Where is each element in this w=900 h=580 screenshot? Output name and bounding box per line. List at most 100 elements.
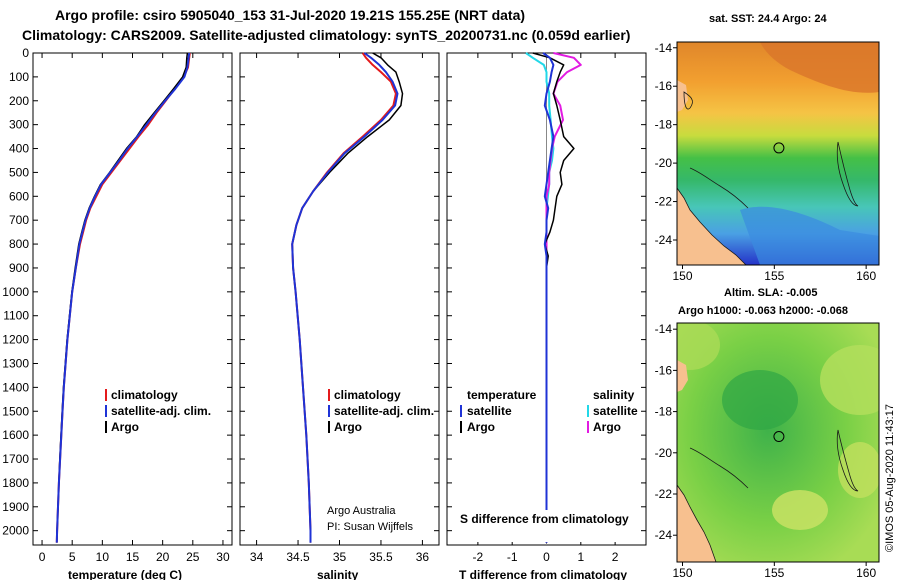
depth-tick-label: 1500 bbox=[2, 404, 29, 418]
reef-contour bbox=[689, 447, 749, 489]
land bbox=[677, 187, 747, 265]
legend-s-satellite-label: satellite bbox=[593, 404, 638, 418]
x-tick-label: 35.5 bbox=[369, 550, 393, 564]
x-tick-label: -1 bbox=[507, 550, 518, 564]
x-tick-label: 10 bbox=[96, 550, 110, 564]
sst-map-title: sat. SST: 24.4 Argo: 24 bbox=[709, 13, 827, 25]
map-y-tick-label: -22 bbox=[655, 487, 673, 501]
t-difference-x-label: T difference from climatology bbox=[459, 568, 627, 580]
legend-temperature-header: temperature bbox=[467, 388, 537, 402]
map-y-tick-label: -16 bbox=[655, 363, 673, 377]
sla-low-patch bbox=[722, 370, 798, 430]
legend-t-argo-label: Argo bbox=[467, 420, 495, 434]
x-tick-label: 0 bbox=[543, 550, 550, 564]
map-y-tick-label: -16 bbox=[655, 79, 673, 93]
series-climatology-line bbox=[55, 52, 191, 543]
map-y-tick-label: -14 bbox=[655, 322, 673, 336]
depth-tick-label: 1200 bbox=[2, 333, 29, 347]
series-satellite-line bbox=[291, 52, 399, 543]
x-tick-label: 35 bbox=[333, 550, 347, 564]
s-difference-axis-label: S difference from climatology bbox=[460, 512, 629, 526]
depth-tick-label: 900 bbox=[9, 261, 29, 275]
sst-warm-patch bbox=[760, 42, 879, 93]
legend-t-satellite-label: satellite bbox=[467, 404, 512, 418]
depth-tick-label: 800 bbox=[9, 237, 29, 251]
depth-tick-label: 1100 bbox=[3, 309, 29, 323]
difference-legend: temperature salinity satellite Argo sate… bbox=[456, 388, 640, 542]
depth-tick-label: 300 bbox=[9, 118, 29, 132]
map-x-tick-label: 160 bbox=[856, 269, 876, 283]
x-tick-label: 34.5 bbox=[286, 550, 310, 564]
depth-tick-label: 1700 bbox=[2, 452, 29, 466]
legend-satellite-label: satellite-adj. clim. bbox=[111, 404, 211, 418]
sla-map-frame bbox=[676, 322, 880, 563]
temperature-plot: 0 5 10 15 20 25 30 bbox=[39, 52, 230, 564]
legend-climatology-label: climatology bbox=[111, 388, 178, 402]
x-tick-label: 25 bbox=[186, 550, 200, 564]
x-tick-label: 20 bbox=[156, 550, 170, 564]
depth-tick-label: 2000 bbox=[2, 524, 29, 538]
land bbox=[677, 360, 688, 392]
x-tick-label: 1 bbox=[577, 550, 584, 564]
map-y-tick-label: -14 bbox=[655, 41, 673, 55]
sla-map-title-1: Altim. SLA: -0.005 bbox=[724, 287, 818, 299]
map-y-tick-label: -20 bbox=[655, 446, 673, 460]
sla-map: Altim. SLA: -0.005 Argo h1000: -0.063 h2… bbox=[655, 287, 880, 580]
depth-tick-label: 400 bbox=[9, 142, 29, 156]
series-t-argo-line bbox=[532, 52, 575, 543]
temperature-x-label: temperature (deg C) bbox=[68, 568, 182, 580]
x-tick-label: -2 bbox=[473, 550, 484, 564]
annotation-pi: PI: Susan Wijffels bbox=[327, 521, 413, 533]
argo-float-marker bbox=[773, 142, 785, 154]
reef-contour bbox=[836, 141, 859, 207]
salinity-x-label: salinity bbox=[317, 568, 359, 580]
map-y-tick-label: -22 bbox=[655, 195, 673, 209]
series-satellite-line bbox=[55, 52, 191, 543]
salinity-panel bbox=[239, 52, 440, 546]
x-tick-label: 36 bbox=[416, 550, 430, 564]
salinity-plot: 34 34.5 35 35.5 36 bbox=[250, 52, 430, 564]
x-tick-label: 30 bbox=[216, 550, 230, 564]
x-tick-label: 34 bbox=[250, 550, 264, 564]
series-t-satellite-line bbox=[542, 52, 555, 543]
reef-contour bbox=[836, 429, 859, 492]
map-x-tick-label: 155 bbox=[764, 269, 784, 283]
depth-tick-label: 200 bbox=[9, 94, 29, 108]
map-y-tick-label: -24 bbox=[655, 233, 673, 247]
sst-map-frame bbox=[676, 41, 880, 266]
depth-tick-label: 1800 bbox=[2, 476, 29, 490]
imos-timestamp: ©IMOS 05-Aug-2020 11:43:17 bbox=[884, 404, 896, 552]
s-axis-label-background bbox=[456, 510, 640, 542]
map-x-tick-label: 155 bbox=[764, 566, 784, 580]
sla-high-patch bbox=[820, 345, 879, 415]
temperature-legend: climatology satellite-adj. clim. Argo bbox=[105, 388, 211, 434]
depth-tick-label: 100 bbox=[9, 70, 29, 84]
legend-argo-label: Argo bbox=[334, 420, 362, 434]
depth-tick-label: 700 bbox=[9, 213, 29, 227]
depth-tick-label: 0 bbox=[22, 46, 29, 60]
x-tick-label: 2 bbox=[612, 550, 619, 564]
legend-satellite-label: satellite-adj. clim. bbox=[334, 404, 434, 418]
coast-contour bbox=[683, 91, 693, 110]
sla-yellow-patch bbox=[838, 442, 879, 498]
sla-map-title-2: Argo h1000: -0.063 h2000: -0.068 bbox=[678, 305, 848, 317]
title-line-1: Argo profile: csiro 5905040_153 31-Jul-2… bbox=[55, 7, 525, 23]
x-tick-label: 5 bbox=[69, 550, 76, 564]
map-y-tick-label: -18 bbox=[655, 118, 673, 132]
depth-tick-label: 1600 bbox=[2, 428, 29, 442]
map-x-tick-label: 150 bbox=[672, 566, 692, 580]
land bbox=[677, 484, 717, 562]
legend-s-argo-label: Argo bbox=[593, 420, 621, 434]
legend-climatology-label: climatology bbox=[334, 388, 401, 402]
depth-tick-label: 1400 bbox=[2, 380, 29, 394]
map-y-tick-label: -18 bbox=[655, 405, 673, 419]
sst-cool-patch bbox=[740, 206, 879, 265]
depth-tick-label: 1300 bbox=[2, 356, 29, 370]
depth-tick-label: 500 bbox=[9, 165, 29, 179]
depth-tick-label: 600 bbox=[9, 189, 29, 203]
depth-axis: 0 100 200 300 400 500 600 700 800 900 1000 1100 1200… bbox=[2, 46, 646, 538]
map-x-tick-label: 160 bbox=[856, 566, 876, 580]
annotation-argo-australia: Argo Australia bbox=[327, 505, 396, 517]
